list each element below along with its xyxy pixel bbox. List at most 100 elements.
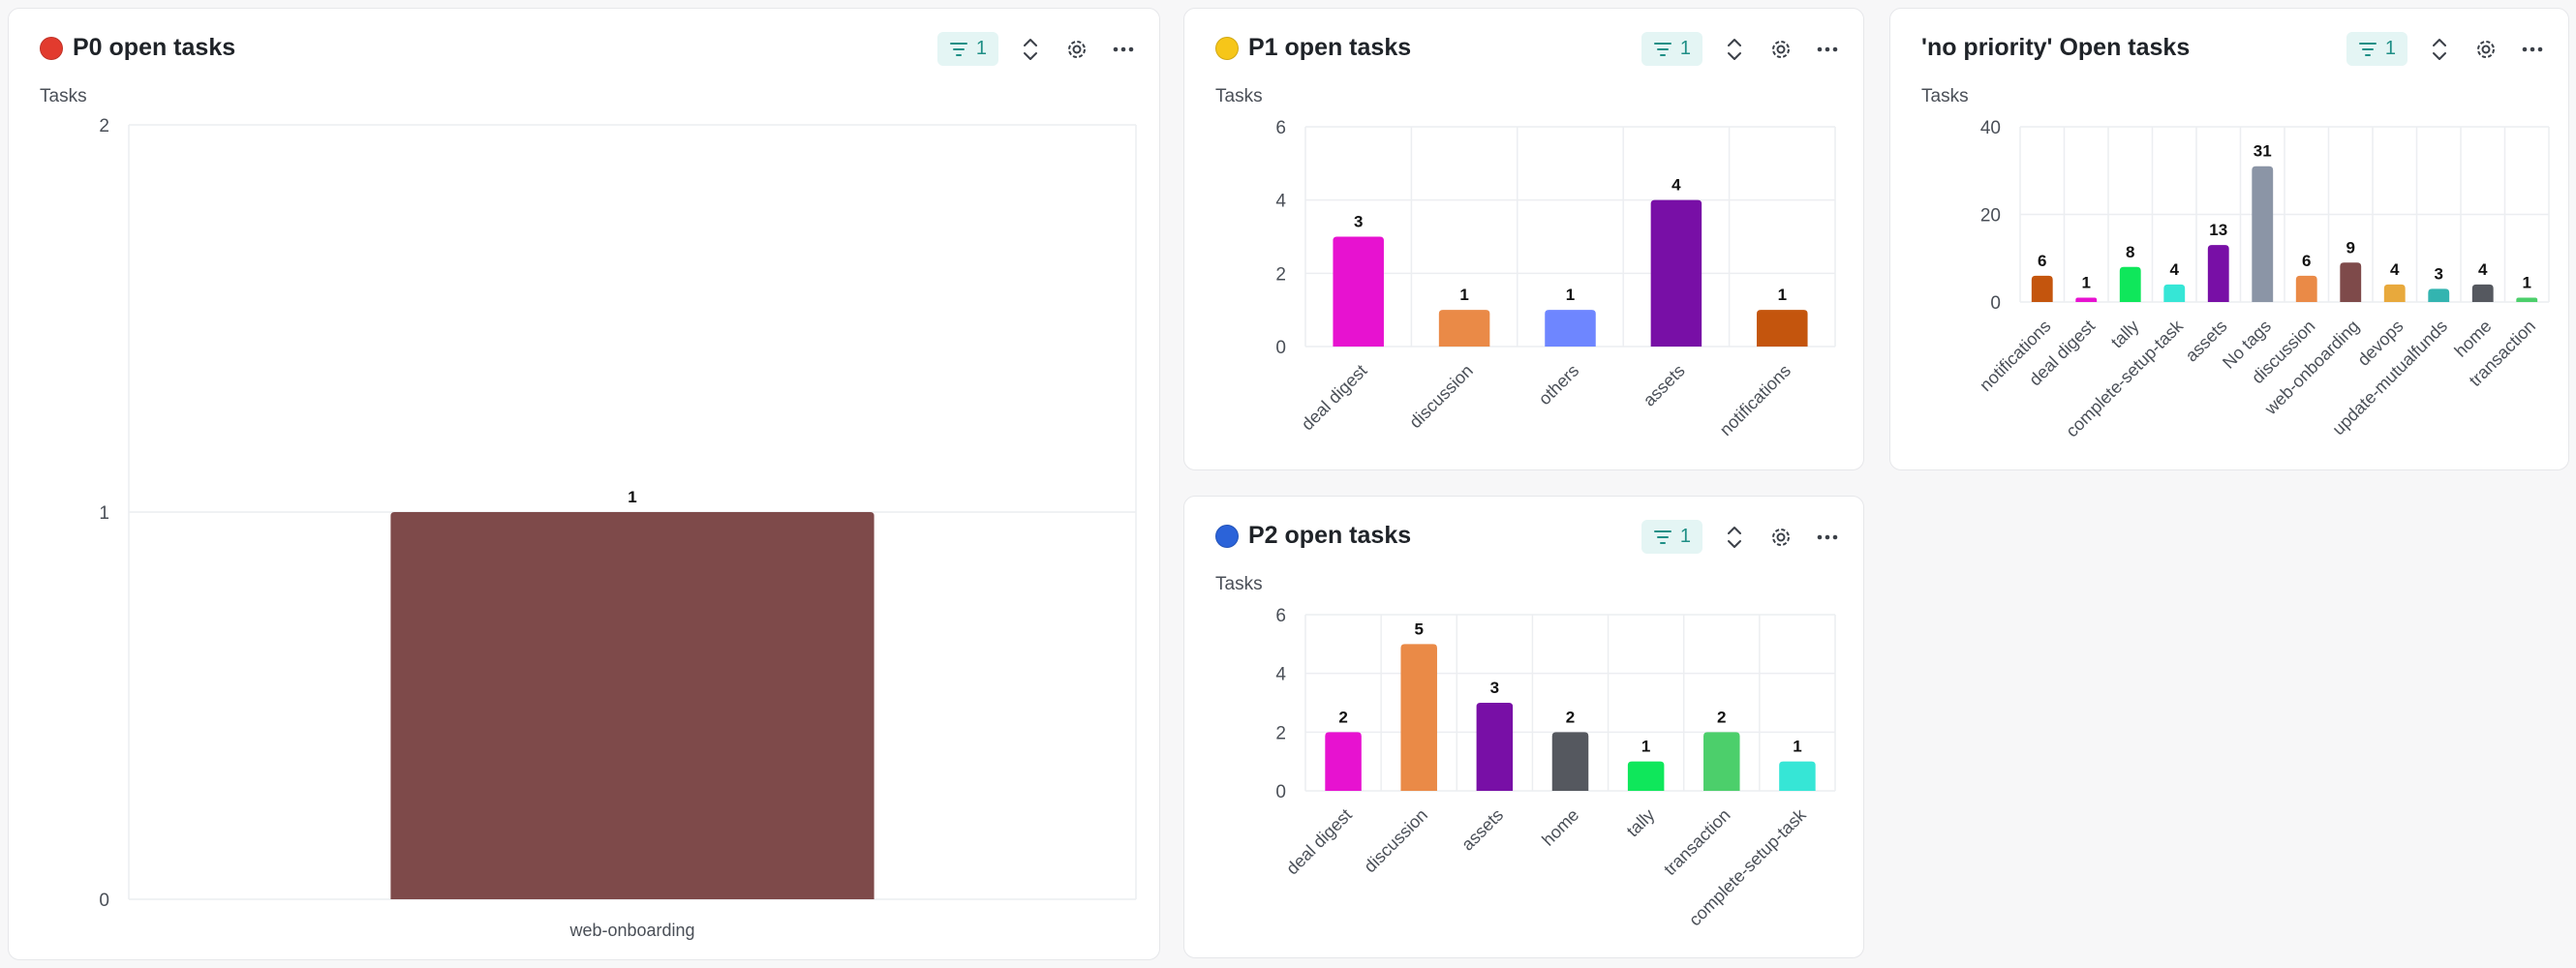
bar[interactable] [1400, 644, 1437, 791]
x-tick-label: assets [1640, 361, 1689, 410]
bar[interactable] [1438, 310, 1490, 347]
x-tick-label: deal digest [1282, 805, 1356, 879]
bar[interactable] [1757, 310, 1808, 347]
data-label: 2 [1566, 708, 1575, 726]
yellow-circle-icon [1215, 36, 1239, 60]
x-tick-label: discussion [1405, 361, 1477, 433]
y-tick-label: 6 [1275, 118, 1286, 138]
bar[interactable] [2295, 275, 2317, 302]
grid [2019, 126, 2550, 303]
data-label: 1 [1793, 738, 1801, 756]
y-tick-label: 0 [99, 891, 109, 911]
expand-icon[interactable] [1720, 35, 1749, 64]
bar[interactable] [2383, 284, 2406, 302]
y-tick-label: 4 [1275, 192, 1286, 212]
data-label: 2 [1338, 708, 1347, 726]
x-tick-label: discussion [1360, 805, 1431, 877]
bar[interactable] [390, 512, 874, 899]
data-label: 1 [2523, 273, 2531, 291]
data-label: 1 [1566, 286, 1575, 304]
filter-count: 1 [1679, 38, 1691, 59]
data-label: 2 [1717, 708, 1726, 726]
expand-icon[interactable] [1720, 523, 1749, 552]
y-tick-label: 2 [1275, 264, 1286, 285]
data-label: 4 [2390, 260, 2400, 279]
bar[interactable] [1333, 236, 1384, 348]
y-tick-label: 6 [1275, 606, 1286, 626]
gear-icon[interactable] [1766, 523, 1795, 552]
bar[interactable] [1476, 703, 1514, 791]
data-label: 3 [2435, 264, 2443, 283]
panel-title: 'no priority' Open tasks [1921, 34, 2191, 61]
y-tick-label: 4 [1275, 665, 1286, 685]
y-axis-title: Tasks [1215, 574, 1263, 594]
bar[interactable] [2163, 284, 2186, 302]
panel-title: P0 open tasks [73, 34, 236, 61]
expand-icon[interactable] [2425, 35, 2454, 64]
panel-p1: P1 open tasks 1 Tasks 0 2 4 6 3 deal digest 1 d… [1183, 8, 1864, 470]
bar[interactable] [2471, 284, 2494, 302]
data-label: 8 [2126, 243, 2134, 261]
filter-count: 1 [1679, 526, 1691, 547]
panel-p0: P0 open tasks 1 Tasks 0 1 2 1 web-onboarding [8, 8, 1160, 960]
bar[interactable] [2207, 245, 2229, 302]
gear-icon[interactable] [1062, 35, 1091, 64]
y-axis-title: Tasks [1921, 86, 1969, 106]
y-tick-label: 0 [1275, 338, 1286, 358]
data-label: 4 [2170, 260, 2180, 279]
gear-icon[interactable] [2471, 35, 2500, 64]
filter-count: 1 [975, 38, 987, 59]
data-label: 6 [2302, 252, 2311, 270]
bar[interactable] [2340, 262, 2362, 302]
bar[interactable] [1551, 732, 1589, 791]
bar[interactable] [2119, 266, 2141, 302]
y-tick-label: 0 [1275, 782, 1286, 802]
filter-button[interactable]: 1 [1641, 32, 1702, 66]
more-icon[interactable] [1813, 35, 1842, 64]
y-axis-title: Tasks [40, 86, 87, 106]
expand-icon[interactable] [1016, 35, 1045, 64]
data-label: 13 [2209, 221, 2227, 239]
x-tick-label: assets [1457, 805, 1507, 855]
filter-button[interactable]: 1 [1641, 520, 1702, 554]
bar[interactable] [2428, 288, 2450, 302]
bar[interactable] [1627, 761, 1665, 791]
gear-icon[interactable] [1766, 35, 1795, 64]
filter-icon [949, 42, 967, 56]
bar[interactable] [1325, 732, 1362, 791]
y-tick-label: 2 [1275, 723, 1286, 743]
bar[interactable] [1779, 761, 1816, 791]
chart-p0: 0 1 2 1 web-onboarding [99, 116, 1137, 940]
x-tick-label: others [1535, 361, 1583, 409]
y-tick-label: 40 [1980, 118, 2001, 138]
filter-button[interactable]: 1 [2346, 32, 2407, 66]
bar[interactable] [2516, 297, 2538, 302]
bar[interactable] [1703, 732, 1740, 791]
bar[interactable] [2031, 275, 2053, 302]
more-icon[interactable] [2518, 35, 2547, 64]
x-tick-label: home [1538, 805, 1582, 850]
filter-button[interactable]: 1 [936, 32, 998, 66]
x-tick-label: web-onboarding [568, 921, 694, 940]
more-icon[interactable] [1109, 35, 1138, 64]
chart-p2: 0 2 4 6 2 deal digest 5 discussion 3 assets 2 home 1… [1275, 606, 1836, 929]
panel-title: P2 open tasks [1248, 522, 1412, 549]
bar[interactable] [1650, 199, 1702, 347]
panel-header: P1 open tasks 1 [1184, 9, 1863, 94]
y-tick-label: 20 [1980, 206, 2001, 227]
data-label: 1 [2082, 273, 2091, 291]
data-label: 1 [1459, 286, 1468, 304]
panel-header: P2 open tasks 1 [1184, 497, 1863, 582]
bar[interactable] [1545, 310, 1596, 347]
data-label: 5 [1414, 620, 1423, 638]
more-icon[interactable] [1813, 523, 1842, 552]
data-label: 1 [1641, 738, 1650, 756]
data-label: 9 [2346, 238, 2355, 257]
bar[interactable] [2252, 166, 2274, 302]
data-label: 3 [1490, 679, 1499, 697]
panel-p2: P2 open tasks 1 Tasks 0 2 4 6 2 deal digest 5 d… [1183, 496, 1864, 958]
y-axis-title: Tasks [1215, 86, 1263, 106]
bar[interactable] [2075, 297, 2098, 302]
y-tick-label: 1 [99, 503, 109, 524]
